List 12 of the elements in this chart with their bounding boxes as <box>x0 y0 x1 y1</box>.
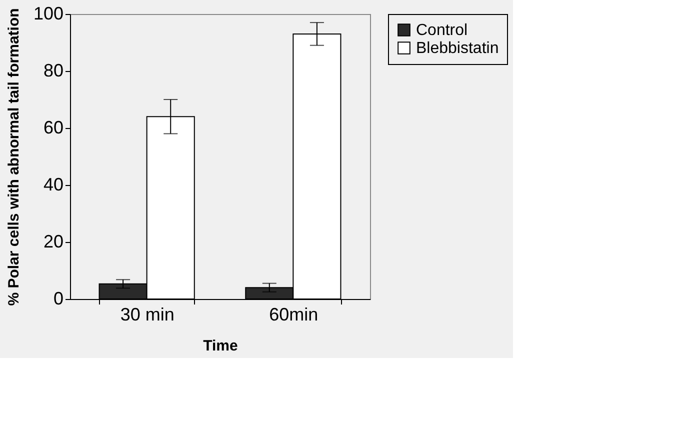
y-tick-label: 0 <box>53 288 64 308</box>
legend-label: Control <box>416 22 468 39</box>
x-tick-label: 30 min <box>120 304 174 324</box>
legend-label: Blebbistatin <box>416 40 499 57</box>
y-axis-title: % Polar cells with abnormal tail formation <box>5 8 22 306</box>
y-tick-label: 100 <box>33 4 64 24</box>
y-tick-label: 60 <box>43 118 64 138</box>
y-tick-label: 20 <box>43 232 64 252</box>
y-tick-label: 80 <box>43 60 64 80</box>
y-tick-label: 40 <box>43 174 64 194</box>
x-tick-label: 60min <box>269 304 318 324</box>
x-axis-title: Time <box>203 338 238 354</box>
